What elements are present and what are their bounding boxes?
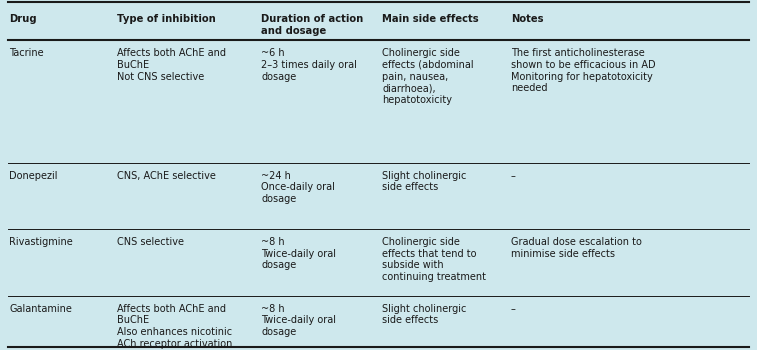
Text: Drug: Drug (9, 14, 36, 24)
Text: Donepezil: Donepezil (9, 171, 58, 181)
Text: Galantamine: Galantamine (9, 304, 72, 314)
Text: Duration of action
and dosage: Duration of action and dosage (261, 14, 363, 36)
Text: Affects both AChE and
BuChE
Also enhances nicotinic
ACh receptor activation
by a: Affects both AChE and BuChE Also enhance… (117, 304, 232, 350)
Text: The first anticholinesterase
shown to be efficacious in AD
Monitoring for hepato: The first anticholinesterase shown to be… (511, 48, 656, 93)
Text: ~8 h
Twice-daily oral
dosage: ~8 h Twice-daily oral dosage (261, 237, 336, 271)
Text: Cholinergic side
effects that tend to
subside with
continuing treatment: Cholinergic side effects that tend to su… (382, 237, 486, 282)
Text: ~6 h
2–3 times daily oral
dosage: ~6 h 2–3 times daily oral dosage (261, 48, 357, 82)
Text: Type of inhibition: Type of inhibition (117, 14, 216, 24)
Text: –: – (511, 171, 516, 181)
Text: –: – (511, 304, 516, 314)
Text: CNS selective: CNS selective (117, 237, 185, 247)
Text: Slight cholinergic
side effects: Slight cholinergic side effects (382, 304, 466, 326)
Text: Gradual dose escalation to
minimise side effects: Gradual dose escalation to minimise side… (511, 237, 642, 259)
Text: Rivastigmine: Rivastigmine (9, 237, 73, 247)
Text: ~24 h
Once-daily oral
dosage: ~24 h Once-daily oral dosage (261, 171, 335, 204)
Text: Slight cholinergic
side effects: Slight cholinergic side effects (382, 171, 466, 192)
Text: Notes: Notes (511, 14, 544, 24)
Text: CNS, AChE selective: CNS, AChE selective (117, 171, 217, 181)
Text: Affects both AChE and
BuChE
Not CNS selective: Affects both AChE and BuChE Not CNS sele… (117, 48, 226, 82)
Text: Cholinergic side
effects (abdominal
pain, nausea,
diarrhoea),
hepatotoxicity: Cholinergic side effects (abdominal pain… (382, 48, 474, 105)
Text: Main side effects: Main side effects (382, 14, 479, 24)
Text: ~8 h
Twice-daily oral
dosage: ~8 h Twice-daily oral dosage (261, 304, 336, 337)
Text: Tacrine: Tacrine (9, 48, 44, 58)
